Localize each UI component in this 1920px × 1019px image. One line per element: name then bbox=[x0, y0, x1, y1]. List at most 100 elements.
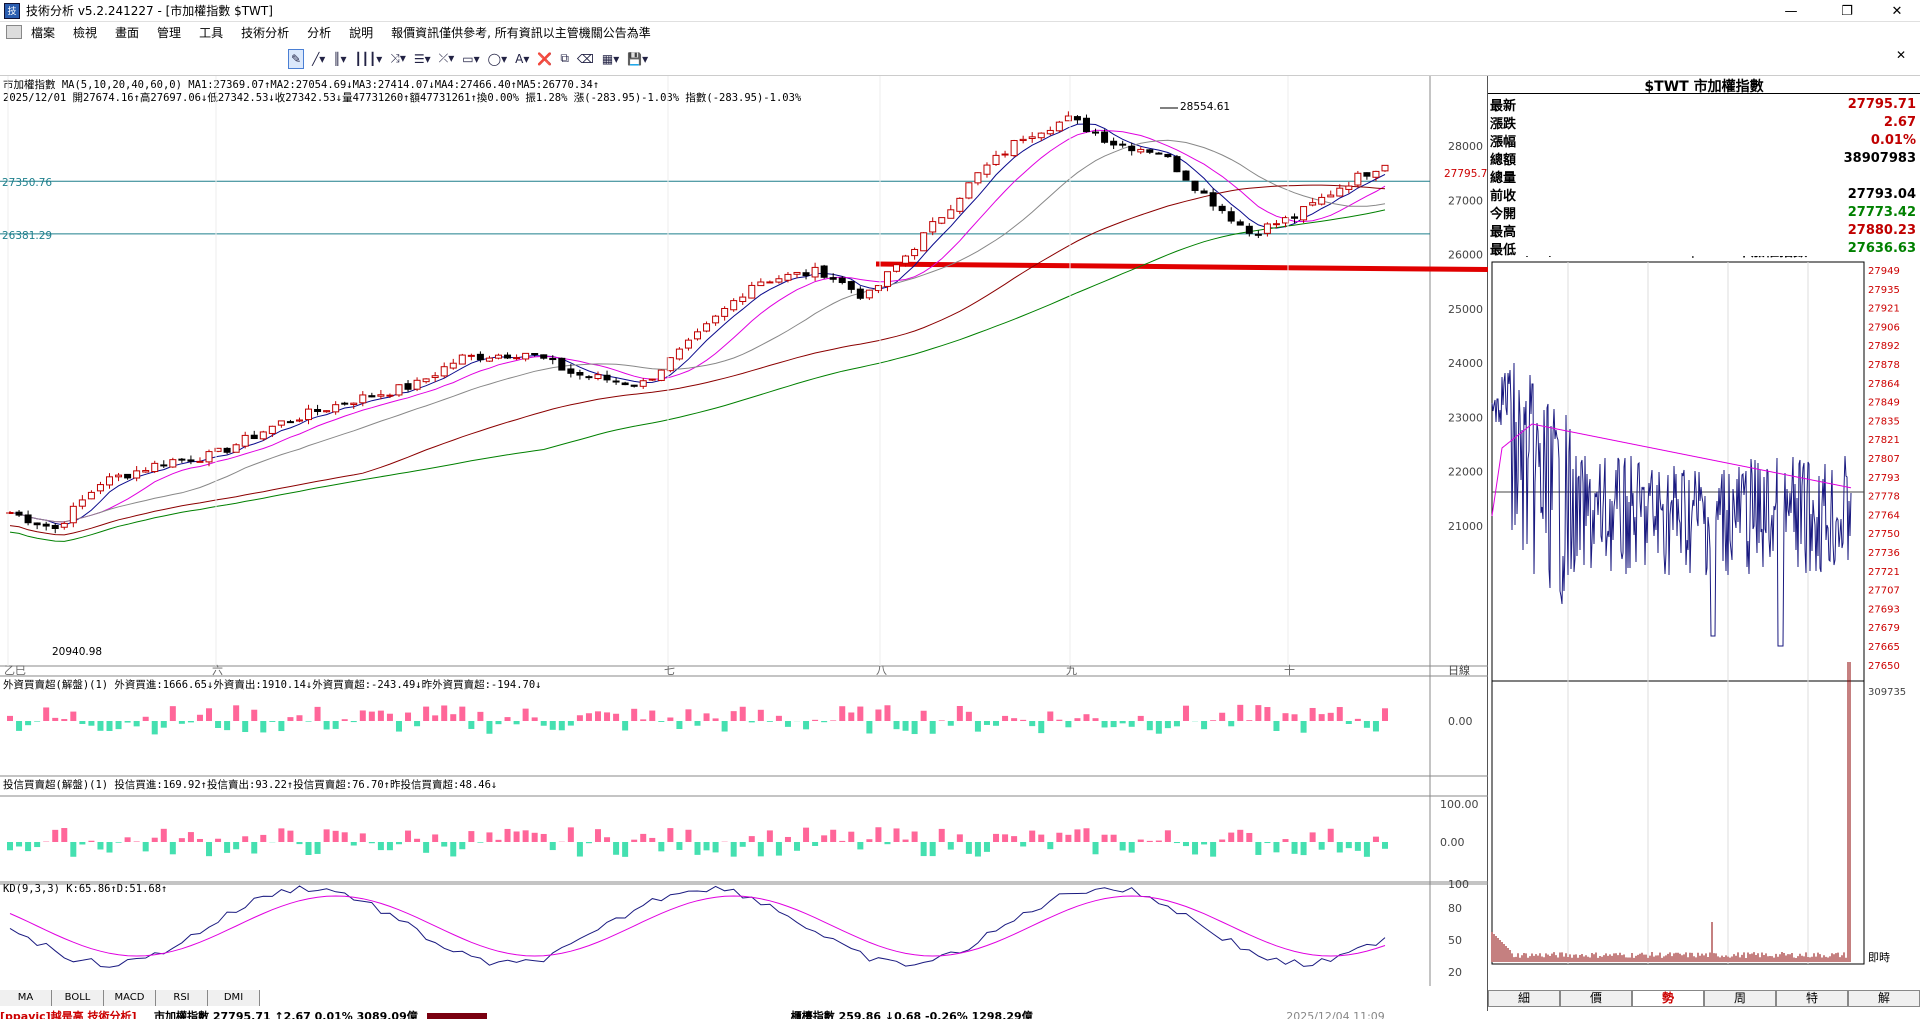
trust-bar bbox=[1092, 842, 1099, 855]
candle-body bbox=[440, 366, 448, 377]
intraday-y-label: 27906 bbox=[1868, 322, 1900, 333]
trust-bar bbox=[341, 832, 348, 842]
trust-bar bbox=[938, 828, 945, 842]
kd-axis: 80 bbox=[1448, 902, 1462, 915]
menu-tools[interactable]: 工具 bbox=[199, 25, 224, 40]
save-icon[interactable]: 💾▾ bbox=[627, 51, 649, 66]
trust-bar bbox=[775, 842, 782, 856]
tab-boll[interactable]: BOLL bbox=[52, 990, 104, 1006]
candle-body bbox=[449, 362, 457, 369]
candle-body bbox=[386, 394, 394, 397]
menu-disclaimer[interactable]: 報價資訊僅供參考, 所有資訊以主管機關公告為準 bbox=[391, 25, 651, 40]
intraday-title: $TWT 市加權指數 bbox=[1688, 256, 1807, 260]
foreign-bar bbox=[16, 721, 23, 731]
copy-drawing-icon[interactable]: ⧉ bbox=[560, 51, 569, 65]
foreign-bar bbox=[956, 705, 963, 721]
maximize-button[interactable]: ❐ bbox=[1841, 3, 1853, 19]
tab-detail[interactable]: 細 bbox=[1488, 990, 1560, 1007]
tab-price[interactable]: 價 bbox=[1560, 990, 1632, 1007]
circle-tool-icon[interactable]: ◯▾ bbox=[487, 51, 508, 66]
foreign-bar bbox=[97, 721, 104, 731]
foreign-bar bbox=[1237, 704, 1244, 721]
menu-view[interactable]: 檢視 bbox=[73, 25, 98, 40]
line-tool-icon[interactable]: ╱▾ bbox=[312, 51, 326, 66]
trust-bar bbox=[522, 830, 529, 842]
candle-body bbox=[721, 307, 729, 317]
quote-label: 前收 bbox=[1490, 188, 1517, 204]
trust-bar bbox=[1309, 832, 1316, 842]
tab-dmi[interactable]: DMI bbox=[208, 990, 260, 1006]
foreign-bar bbox=[1264, 707, 1271, 721]
candle-body bbox=[1336, 187, 1344, 197]
foreign-bar bbox=[1137, 715, 1144, 721]
quote-row: 總額 38907983 bbox=[1490, 149, 1916, 168]
intraday-y-label: 27935 bbox=[1868, 285, 1900, 296]
tab-week[interactable]: 周 bbox=[1704, 990, 1776, 1007]
gann-tool-icon[interactable]: ☰▾ bbox=[413, 51, 431, 66]
parallel-line-icon[interactable]: ║▾ bbox=[333, 51, 347, 66]
candle-body bbox=[295, 419, 303, 422]
intraday-time-label: 即時 bbox=[1868, 951, 1890, 964]
tab-analysis[interactable]: 解 bbox=[1848, 990, 1920, 1007]
candle-body bbox=[350, 402, 358, 405]
candle-body bbox=[1082, 117, 1090, 133]
foreign-bar bbox=[649, 710, 656, 721]
trust-bar bbox=[278, 828, 285, 842]
trust-bar bbox=[1210, 842, 1217, 857]
trust-bar bbox=[1255, 842, 1262, 855]
cursor-tool-icon[interactable]: ✎ bbox=[288, 48, 305, 69]
menu-manage[interactable]: 管理 bbox=[157, 25, 182, 40]
tab-trend[interactable]: 勢 bbox=[1632, 990, 1704, 1007]
trust-bar bbox=[1173, 842, 1180, 844]
candlestick-chart[interactable]: 28000 27000 26000 25000 24000 23000 22000 21000… bbox=[0, 76, 1488, 986]
text-tool-icon[interactable]: A▾ bbox=[515, 51, 530, 66]
trust-bar bbox=[432, 834, 439, 842]
delete-drawing-icon[interactable]: ❌ bbox=[537, 51, 553, 66]
trust-bar bbox=[441, 842, 448, 847]
color-palette-icon[interactable]: ▦▾ bbox=[601, 51, 620, 66]
channel-tool-icon[interactable]: ⤫▾ bbox=[438, 51, 455, 65]
clear-drawing-icon[interactable]: ⌫ bbox=[576, 51, 594, 66]
high-label: 28554.61 bbox=[1180, 101, 1230, 113]
document-icon[interactable] bbox=[6, 25, 22, 39]
menu-tech-analysis[interactable]: 技術分析 bbox=[241, 25, 290, 40]
menu-analysis[interactable]: 分析 bbox=[307, 25, 332, 40]
candle-body bbox=[476, 353, 484, 361]
quote-label: 總量 bbox=[1490, 170, 1517, 186]
tab-ma[interactable]: MA bbox=[0, 990, 52, 1006]
window-title: 技術分析 v5.2.241227 - [市加權指數 $TWT] bbox=[26, 4, 273, 18]
d-line bbox=[9, 895, 1386, 957]
panel-close-icon[interactable]: ✕ bbox=[1895, 48, 1906, 62]
kd-axis: 100 bbox=[1448, 878, 1469, 891]
trust-bar bbox=[151, 837, 158, 842]
tab-special[interactable]: 特 bbox=[1776, 990, 1848, 1007]
close-button[interactable]: ✕ bbox=[1891, 3, 1903, 19]
rectangle-tool-icon[interactable]: ▭▾ bbox=[462, 51, 480, 66]
menu-screen[interactable]: 畫面 bbox=[115, 25, 140, 40]
trust-bar bbox=[423, 842, 430, 853]
foreign-bar bbox=[323, 721, 330, 730]
grid-line-icon[interactable]: ┃┃┃▾ bbox=[354, 51, 383, 66]
trust-bar bbox=[803, 827, 810, 842]
foreign-bar bbox=[187, 721, 194, 723]
trust-bar bbox=[178, 838, 185, 842]
menu-help[interactable]: 說明 bbox=[349, 25, 374, 40]
trust-bar bbox=[52, 829, 59, 842]
trust-bar bbox=[1237, 829, 1244, 842]
fan-tool-icon[interactable]: ⤨▾ bbox=[390, 51, 406, 65]
minimize-button[interactable]: — bbox=[1784, 3, 1798, 19]
intraday-chart[interactable]: 2025/12/04 $TWT 市加權指數 27949 27935 27921 27906… bbox=[1488, 256, 1920, 1006]
candle-body bbox=[1073, 116, 1081, 121]
quote-label: 最新 bbox=[1490, 98, 1517, 114]
trust-bar bbox=[766, 830, 773, 842]
foreign-bar bbox=[1201, 721, 1208, 730]
tab-macd[interactable]: MACD bbox=[104, 990, 156, 1006]
foreign-bar bbox=[640, 719, 647, 721]
menu-file[interactable]: 檔案 bbox=[31, 25, 56, 40]
trust-bar bbox=[1146, 840, 1153, 842]
trust-bar bbox=[196, 838, 203, 842]
tab-rsi[interactable]: RSI bbox=[156, 990, 208, 1006]
quote-value: 27773.42 bbox=[1847, 204, 1916, 220]
foreign-bar bbox=[1074, 718, 1081, 721]
foreign-bar bbox=[993, 721, 1000, 726]
